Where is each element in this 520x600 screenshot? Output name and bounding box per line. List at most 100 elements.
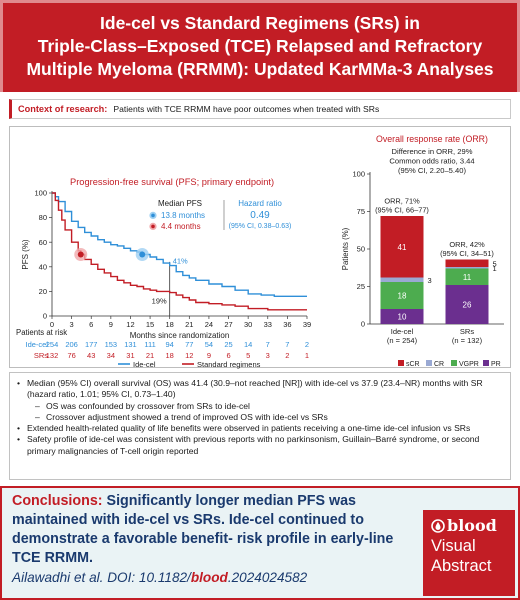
bullet-item: Median (95% CI) overall survival (OS) wa… (16, 378, 504, 401)
at-risk-value: 94 (166, 340, 174, 349)
orr-legend-label: VGPR (459, 361, 479, 368)
orr-title: Overall response rate (ORR) (376, 134, 488, 144)
median-legend-dot (151, 213, 155, 218)
at-risk-value: 1 (305, 351, 309, 360)
bullet-item: Safety profile of ide-cel was consistent… (16, 434, 504, 457)
citation-doi: .2024024582 (227, 570, 308, 585)
median-legend-dot (151, 224, 155, 229)
x-tick-label: 30 (244, 320, 252, 329)
bar-segment-pr (380, 309, 424, 324)
conclusions-body: Significantly longer median PFS was main… (12, 493, 394, 566)
citation-authors: Ailawadhi et al. DOI: 10.1182/ (12, 570, 191, 585)
orr-legend-label: CR (434, 361, 444, 368)
at-risk-value: 31 (126, 351, 134, 360)
at-risk-value: 7 (285, 340, 289, 349)
x-tick-label: 6 (89, 320, 93, 329)
x-tick-label: 33 (264, 320, 272, 329)
title-banner: Ide-cel vs Standard Regimens (SRs) in Tr… (0, 0, 520, 92)
at-risk-value: 9 (207, 351, 211, 360)
bullet-item: Extended health-related quality of life … (16, 423, 504, 435)
orr-chart: Overall response rate (ORR) Difference in… (341, 134, 504, 368)
bar-segment-cr (380, 277, 424, 282)
conclusions-panel: Conclusions: Significantly longer median… (0, 486, 520, 600)
bar-segment-label: 10 (398, 313, 407, 322)
at-risk-value: 132 (46, 351, 59, 360)
sr-median-marker (77, 251, 84, 258)
pfs-chart: Progression-free survival (PFS; primary … (16, 177, 311, 369)
at-risk-value: 2 (285, 351, 289, 360)
orr-y-axis-title: Patients (%) (341, 227, 350, 270)
sr-median-value: 4.4 months (161, 222, 201, 231)
context-label: Context of research: (18, 104, 108, 114)
bar-segment-label: 26 (463, 301, 472, 310)
idecel-curve (52, 192, 307, 297)
sr-18mo-label: 19% (152, 297, 167, 306)
orr-y-tick-label: 50 (357, 245, 365, 254)
blood-logo-icon (431, 518, 445, 533)
at-risk-value: 2 (305, 340, 309, 349)
x-tick-label: 9 (109, 320, 113, 329)
orr-y-tick-label: 100 (352, 170, 365, 179)
bar-segment-label: 11 (463, 273, 472, 282)
at-risk-value: 5 (246, 351, 250, 360)
at-risk-value: 21 (146, 351, 154, 360)
bar-segment-label: 18 (398, 292, 407, 301)
at-risk-value: 131 (124, 340, 137, 349)
x-tick-label: 39 (303, 320, 311, 329)
orr-legend-swatch (483, 360, 489, 366)
figure-panel: Progression-free survival (PFS; primary … (9, 126, 511, 369)
at-risk-value: 14 (244, 340, 252, 349)
page-title: Ide-cel vs Standard Regimens (SRs) in Tr… (26, 13, 494, 79)
x-tick-label: 18 (166, 320, 174, 329)
idecel-18mo-label: 41% (173, 257, 188, 266)
x-tick-label: 21 (185, 320, 193, 329)
hazard-ratio-header: Hazard ratio (238, 199, 282, 208)
x-tick-label: 0 (50, 320, 54, 329)
visual-abstract-badge: blood Visual Abstract (423, 510, 515, 596)
orr-y-tick-label: 75 (357, 207, 365, 216)
orr-bar-label: (95% CI, 66–77) (375, 206, 429, 215)
y-tick-label: 0 (43, 312, 47, 321)
at-risk-value: 54 (205, 340, 213, 349)
orr-category-n: (n = 132) (452, 336, 483, 345)
bar-segment-scr (380, 216, 424, 278)
orr-difference-line: (95% CI, 2.20–5.40) (398, 166, 466, 175)
legend-idecel: Ide-cel (133, 360, 156, 369)
y-tick-label: 20 (39, 287, 47, 296)
bar-segment-label: 3 (428, 276, 432, 285)
badge-line-1: Visual (431, 537, 476, 555)
x-tick-label: 3 (70, 320, 74, 329)
at-risk-value: 77 (185, 340, 193, 349)
orr-y-tick-label: 0 (361, 320, 365, 329)
at-risk-value: 254 (46, 340, 59, 349)
orr-category-label: Ide-cel (391, 327, 414, 336)
context-bar: Context of research: Patients with TCE R… (9, 99, 511, 119)
at-risk-value: 18 (166, 351, 174, 360)
citation[interactable]: Ailawadhi et al. DOI: 10.1182/blood.2024… (12, 570, 307, 585)
idecel-median-marker (139, 251, 146, 258)
sr-curve (52, 192, 307, 311)
conclusions-text: Conclusions: Significantly longer median… (12, 492, 417, 568)
y-tick-label: 80 (39, 213, 47, 222)
x-tick-label: 27 (224, 320, 232, 329)
bar-segment-cr (445, 267, 489, 269)
y-tick-label: 60 (39, 238, 47, 247)
hazard-ratio-value: 0.49 (250, 210, 270, 221)
orr-bar-label: (95% CI, 34–51) (440, 249, 494, 258)
orr-difference-line: Difference in ORR, 29% (392, 147, 473, 156)
orr-bar-label: ORR, 71% (384, 197, 420, 206)
at-risk-value: 34 (107, 351, 115, 360)
at-risk-row-label: SRs (34, 351, 48, 360)
badge-line-2: Abstract (431, 557, 492, 575)
at-risk-value: 76 (67, 351, 75, 360)
y-axis-title: PFS (%) (21, 239, 30, 270)
at-risk-title: Patients at risk (16, 328, 67, 337)
sub-bullet-item: Crossover adjustment showed a trend of i… (16, 412, 504, 424)
results-list: Median (95% CI) overall survival (OS) wa… (9, 372, 511, 480)
citation-journal: blood (190, 570, 228, 585)
orr-difference-line: Common odds ratio, 3.44 (389, 157, 474, 166)
bar-segment-vgpr (445, 268, 489, 285)
orr-legend-swatch (398, 360, 404, 366)
pfs-title: Progression-free survival (PFS; primary … (70, 177, 274, 187)
bar-segment-label: 1 (493, 264, 497, 273)
